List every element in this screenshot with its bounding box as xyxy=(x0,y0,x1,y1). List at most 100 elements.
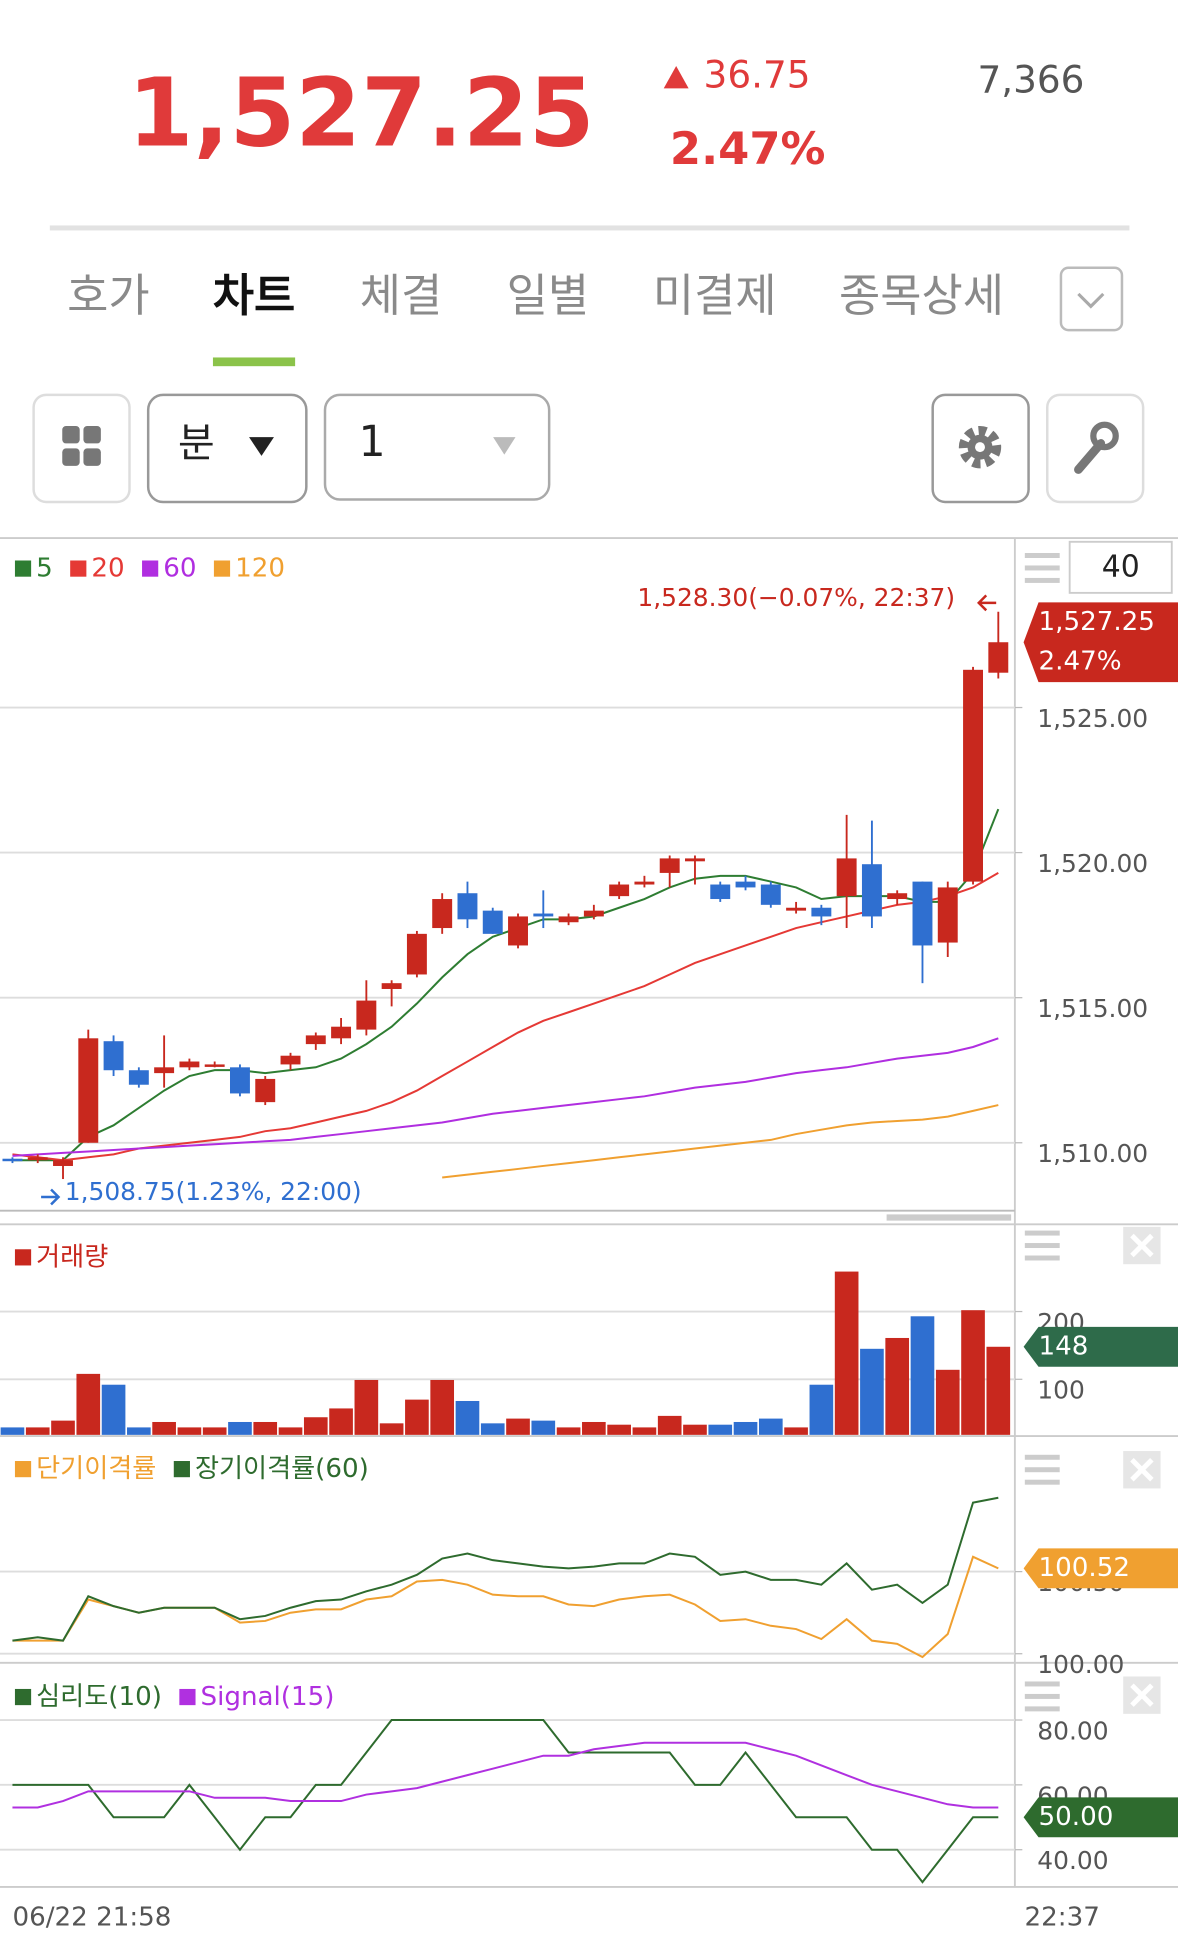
legend-swatch xyxy=(179,1688,196,1706)
legend-label: 거래량 xyxy=(36,1242,108,1272)
candle-body xyxy=(533,913,554,917)
period-select[interactable]: 분 xyxy=(146,393,308,504)
y-tick-label: 80.00 xyxy=(1037,1716,1108,1745)
tab-active[interactable]: 차트 xyxy=(213,269,295,322)
icon-cell xyxy=(62,425,80,444)
tab[interactable]: 호가 xyxy=(67,269,149,322)
volume: 7,366 xyxy=(978,58,1085,102)
candle-body xyxy=(255,1078,276,1103)
candle-body xyxy=(78,1038,99,1143)
legend-swatch xyxy=(70,560,87,577)
candle-body xyxy=(331,1026,352,1039)
icon-cell xyxy=(62,448,80,466)
volume-bar xyxy=(25,1427,50,1435)
gear-hole xyxy=(975,442,985,453)
line-series xyxy=(442,1104,999,1179)
button-box xyxy=(32,393,131,504)
legend-label: Signal(15) xyxy=(201,1682,335,1712)
line-series xyxy=(12,872,999,1162)
tab[interactable]: 체결 xyxy=(360,269,442,322)
dropdown-arrow xyxy=(493,437,516,455)
candle-body xyxy=(634,881,655,885)
volume-bar xyxy=(961,1310,985,1435)
menu-bar xyxy=(1024,1479,1060,1485)
legend-swatch xyxy=(14,560,32,577)
tab[interactable]: 종목상세 xyxy=(839,269,1004,322)
line-series xyxy=(12,1037,999,1157)
close-x xyxy=(1130,1458,1154,1482)
tab[interactable]: 일별 xyxy=(507,269,589,322)
legend-swatch xyxy=(14,1249,32,1266)
wrench-head xyxy=(1090,421,1119,451)
volume-bar xyxy=(430,1379,455,1435)
resize-handle[interactable] xyxy=(886,1214,1012,1221)
icon-cell xyxy=(83,425,101,444)
volume-bar xyxy=(885,1337,910,1435)
candle-body xyxy=(2,1158,23,1162)
value-tag xyxy=(1023,1797,1178,1838)
tab-dropdown[interactable] xyxy=(1059,266,1124,332)
candle-body xyxy=(154,1067,175,1074)
y-tick-label: 1,525.00 xyxy=(1037,704,1148,733)
candle-body xyxy=(963,669,983,882)
volume-bar xyxy=(506,1418,530,1435)
menu-bar xyxy=(1024,1230,1060,1236)
high-arrow xyxy=(977,594,997,612)
interval-select[interactable]: 1 xyxy=(323,393,551,501)
volume-bar xyxy=(152,1421,176,1435)
count-value: 40 xyxy=(1102,549,1140,584)
tools-button[interactable] xyxy=(1046,393,1145,504)
menu-bar xyxy=(1024,1681,1060,1687)
volume-bar xyxy=(228,1421,252,1435)
volume-bar xyxy=(303,1417,328,1435)
volume-bar xyxy=(986,1346,1011,1435)
settings-button[interactable] xyxy=(931,393,1030,504)
candle-body xyxy=(811,907,832,917)
volume-bar xyxy=(202,1427,227,1435)
candle-body xyxy=(280,1055,301,1065)
menu-bar xyxy=(1024,577,1060,583)
candle-body xyxy=(432,899,453,929)
chart-frame: 40 xyxy=(0,537,1178,1888)
volume-bar xyxy=(860,1348,884,1435)
legend-swatch xyxy=(14,1461,32,1478)
candle-body xyxy=(558,916,579,923)
high-label: 1,528.30(−0.07%, 22:37) xyxy=(637,583,955,612)
current-price: 1,527.25 xyxy=(128,58,595,168)
value-tag xyxy=(1023,1548,1178,1589)
menu-bar xyxy=(1024,1693,1060,1699)
price-change: 36.75 xyxy=(704,53,811,97)
menu-bar xyxy=(1024,1706,1060,1712)
close-icons[interactable] xyxy=(1123,1226,1161,1714)
volume-bar xyxy=(607,1424,631,1435)
menu-icons[interactable] xyxy=(1024,553,1060,1712)
volume-bar xyxy=(405,1399,429,1435)
volume-bar xyxy=(708,1424,733,1435)
candle-body xyxy=(381,983,402,989)
candle-body xyxy=(659,858,680,873)
select-box xyxy=(146,393,308,504)
dropdown-arrow xyxy=(249,437,274,456)
candle-body xyxy=(229,1067,250,1094)
value-tag-label: 1,527.25 xyxy=(1039,607,1155,637)
volume-bar xyxy=(657,1415,682,1435)
volume-bar xyxy=(127,1427,151,1435)
volume-bar xyxy=(582,1421,606,1435)
candle-body xyxy=(305,1035,326,1045)
tab[interactable]: 미결제 xyxy=(653,269,777,322)
candle-body xyxy=(53,1160,73,1166)
candle-body xyxy=(836,858,857,897)
line-series xyxy=(12,808,1000,1162)
layout-button[interactable] xyxy=(32,393,131,504)
candle-body xyxy=(406,933,427,975)
menu-bar xyxy=(1024,565,1060,571)
volume-bar xyxy=(76,1373,101,1435)
change-percent: 2.47% xyxy=(670,122,826,175)
line-series xyxy=(12,1718,999,1884)
tab-underline xyxy=(212,357,296,367)
volume-bar xyxy=(0,1427,25,1435)
candle-body xyxy=(179,1061,200,1068)
candle-body xyxy=(887,893,908,900)
count-box[interactable] xyxy=(1068,540,1173,594)
candle-body xyxy=(685,858,705,862)
